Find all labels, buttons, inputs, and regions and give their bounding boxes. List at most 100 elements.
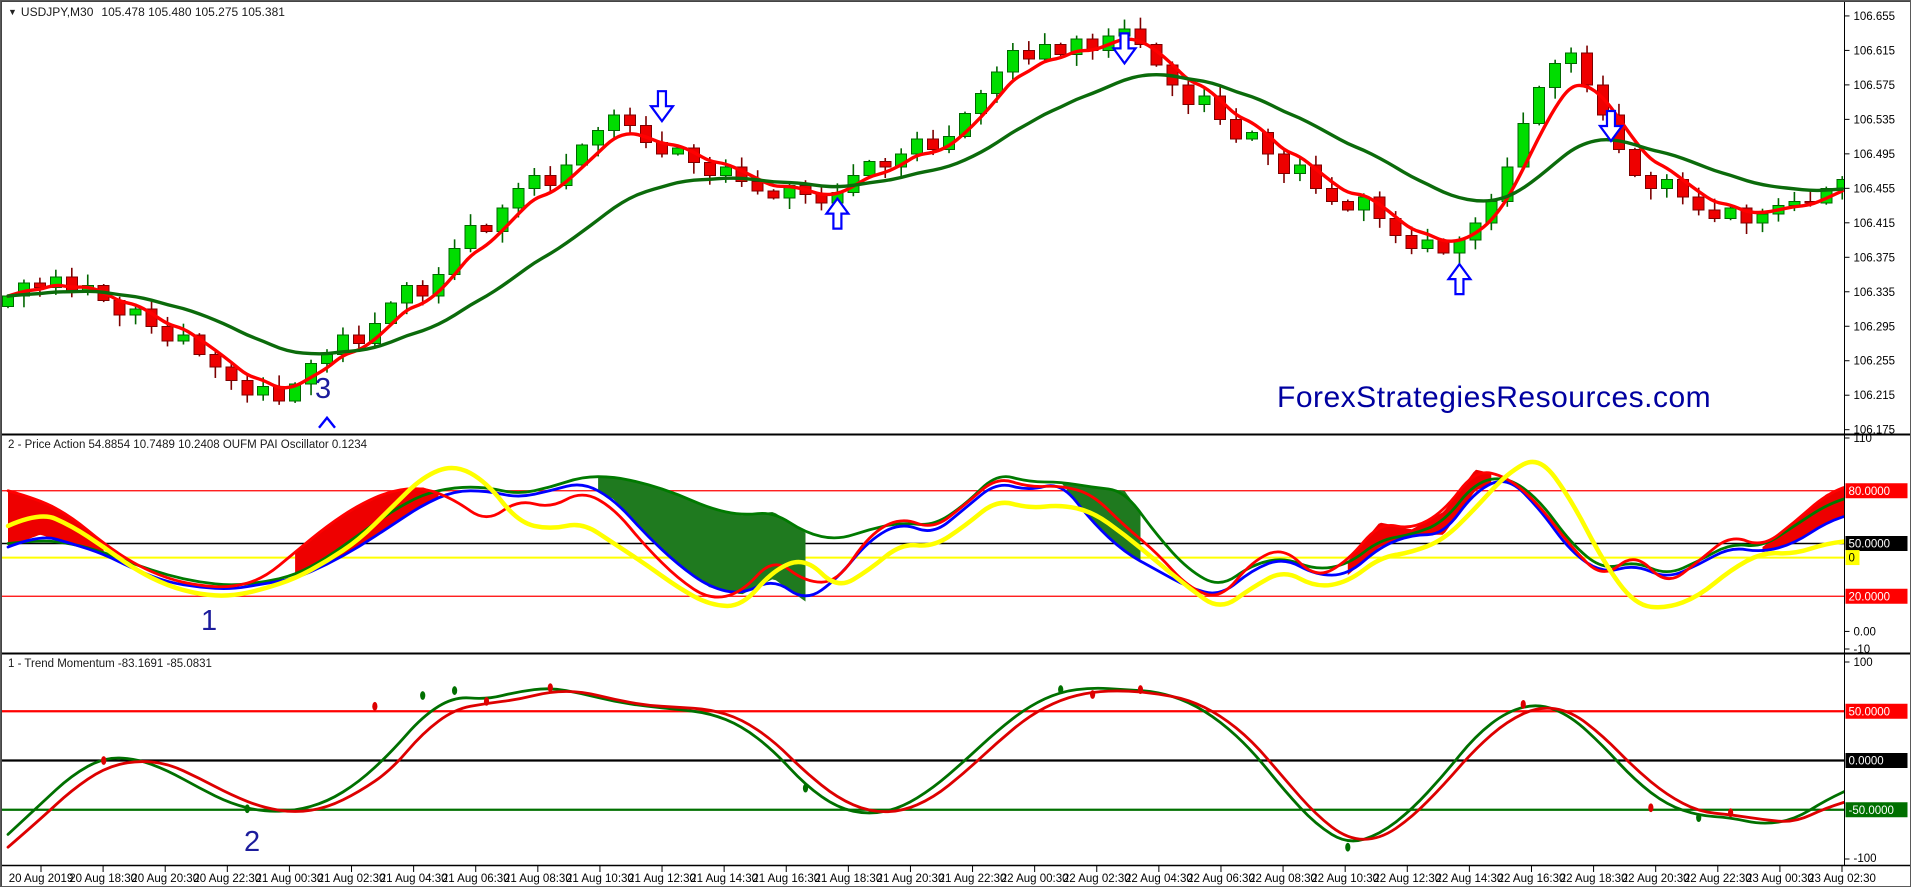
candle (352, 334, 365, 344)
signal-dot (547, 683, 553, 693)
candle (1533, 86, 1546, 125)
time-axis-label: 21 Aug 10:30 (566, 873, 634, 885)
time-axis-label: 21 Aug 22:30 (939, 873, 1007, 885)
pai-blue-line (6, 480, 1844, 598)
candle (177, 334, 190, 342)
price-tick-label: 106.175 (1854, 425, 1896, 437)
fast-ma-line (6, 37, 1844, 390)
time-axis-label: 21 Aug 08:30 (504, 873, 572, 885)
price-tick-label: 106.415 (1854, 218, 1896, 230)
candle (1708, 209, 1721, 220)
slow-ma-line (6, 73, 1844, 356)
signal-arrows (318, 32, 1625, 429)
time-axis-label: 21 Aug 00:30 (256, 873, 324, 885)
symbol-dropdown-icon[interactable]: ▼ (8, 7, 17, 17)
momentum-title: 1 - Trend Momentum -83.1691 -85.0831 (8, 658, 212, 670)
candle (959, 112, 971, 138)
price-tick-label: 106.495 (1854, 149, 1896, 161)
candle (1022, 49, 1035, 60)
candle (1070, 38, 1083, 56)
time-axis-label: 22 Aug 14:30 (1435, 873, 1503, 885)
down-arrow-icon (1597, 109, 1625, 143)
price-tick-label: 106.615 (1854, 45, 1896, 57)
momentum-green-line (6, 686, 1844, 843)
level-badge (1845, 703, 1908, 719)
candle (1692, 196, 1705, 211)
candle (544, 174, 557, 187)
main-panel (2, 17, 1844, 429)
level-badge-label: 0.0000 (1849, 756, 1884, 768)
signal-dot (1345, 842, 1351, 852)
indicator-tick-label: 100 (1854, 657, 1873, 669)
candle (1198, 95, 1211, 106)
candle (1134, 28, 1147, 45)
time-axis-label: 20 Aug 18:30 (69, 873, 137, 885)
candle (863, 161, 876, 176)
candle (1006, 49, 1019, 73)
candle (1501, 166, 1514, 202)
annotation-number-2: 2 (244, 826, 261, 858)
up-arrow-icon (824, 196, 851, 230)
momentum-panel-signal-dots (101, 683, 1734, 852)
annotation-number-1: 1 (201, 605, 218, 637)
candle (512, 187, 525, 209)
time-axis-label: 22 Aug 08:30 (1249, 873, 1317, 885)
signal-dot (1728, 808, 1734, 818)
level-badge (1845, 802, 1908, 818)
candle (927, 138, 940, 151)
time-axis-label: 22 Aug 10:30 (1311, 873, 1379, 885)
candle (1182, 84, 1195, 106)
indicator-fill (1060, 482, 1141, 562)
candle (1724, 207, 1737, 220)
candle (1230, 118, 1243, 140)
level-badge-label: 20.0000 (1849, 591, 1891, 603)
candle (480, 224, 493, 232)
signal-dot (1696, 813, 1702, 823)
signal-dot (420, 691, 426, 700)
indicator-tick-label: 110 (1854, 433, 1872, 445)
candle (1038, 43, 1051, 60)
annotation-number-3: 3 (315, 373, 332, 405)
level-badge (1845, 753, 1908, 768)
signal-dot (483, 697, 490, 706)
candle (1262, 131, 1275, 155)
candle (911, 138, 924, 155)
time-axis-label: 21 Aug 14:30 (690, 873, 758, 885)
candle (400, 285, 413, 304)
time-axis-label: 22 Aug 22:30 (1684, 873, 1752, 885)
price-tick-label: 106.575 (1854, 80, 1896, 92)
indicator-tick-label: 0.00 (1854, 626, 1876, 638)
candle (879, 161, 892, 168)
candle (257, 386, 270, 396)
time-axis-label: 23 Aug 00:30 (1746, 873, 1814, 885)
candle (974, 93, 987, 114)
caret-up-icon (318, 415, 336, 429)
candle (225, 366, 238, 382)
candle (1628, 149, 1641, 176)
level-badge (1845, 536, 1908, 551)
time-axis-label: 21 Aug 18:30 (814, 873, 882, 885)
down-arrow-icon (648, 90, 676, 124)
candle (1309, 164, 1322, 189)
time-axis-label: 20 Aug 2019 (9, 873, 74, 885)
level-badge-label: 50.0000 (1849, 539, 1891, 551)
signal-dot (1090, 690, 1096, 699)
time-axis-label: 21 Aug 02:30 (318, 873, 386, 885)
pai-green-line (6, 475, 1844, 587)
candle (1549, 62, 1562, 88)
candle (1756, 213, 1769, 224)
candle (1325, 187, 1338, 202)
price-tick-label: 106.655 (1854, 11, 1896, 23)
candle (592, 130, 605, 146)
signal-dot (452, 686, 458, 695)
candle (1421, 239, 1434, 250)
time-axis-label: 22 Aug 02:30 (1063, 873, 1131, 885)
candle (624, 114, 637, 126)
candle (1581, 52, 1594, 86)
candle (719, 166, 732, 176)
price-tick-label: 106.215 (1854, 390, 1896, 402)
oscillator-title: 2 - Price Action 54.8854 10.7489 10.2408… (8, 439, 368, 451)
candle (703, 161, 716, 176)
signal-dot (372, 701, 378, 711)
